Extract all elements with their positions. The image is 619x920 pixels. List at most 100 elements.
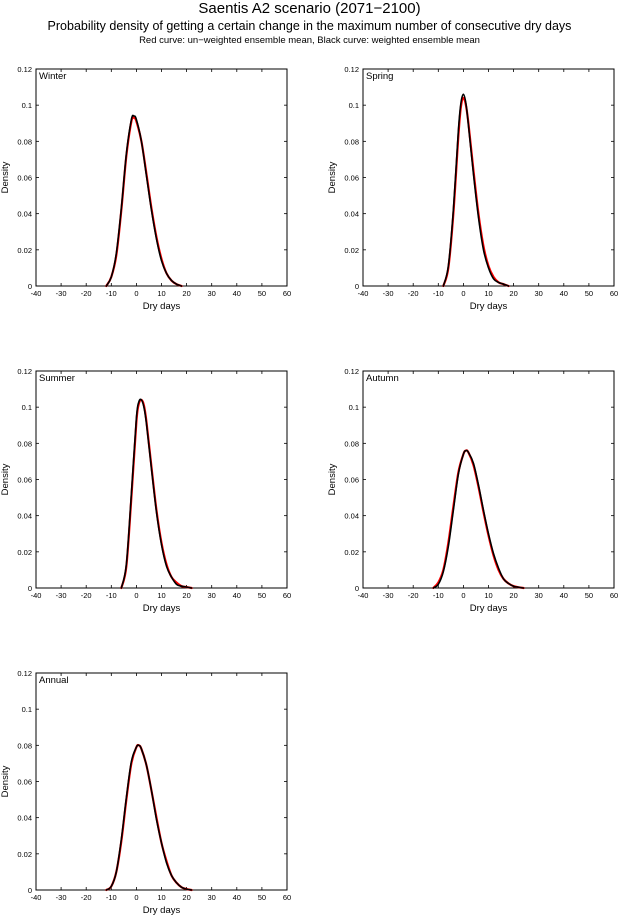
x-tick-label: -20 <box>81 893 92 902</box>
x-tick-label: 60 <box>283 289 291 298</box>
x-tick-label: -10 <box>106 591 117 600</box>
x-tick-label: -30 <box>383 591 394 600</box>
x-tick-label: 0 <box>134 591 138 600</box>
figure-title: Saentis A2 scenario (2071−2100) <box>198 0 421 17</box>
y-tick-label: 0.08 <box>344 439 359 448</box>
y-tick-label: 0.1 <box>22 403 32 412</box>
chart-panel-autumn: -40 -30 -20 -10 0 10 20 30 40 50 60 0 0.02 0.04 0.06 0.… <box>327 367 618 614</box>
y-tick-label: 0.12 <box>17 367 32 376</box>
x-tick-label: -30 <box>56 591 67 600</box>
x-axis-label: Dry days <box>143 301 181 312</box>
x-tick-label: 10 <box>157 893 165 902</box>
x-tick-label: -10 <box>433 289 444 298</box>
x-axis-label: Dry days <box>470 301 508 312</box>
x-tick-label: 30 <box>208 591 216 600</box>
y-axis-label: Density <box>0 765 11 797</box>
x-tick-label: 60 <box>610 591 618 600</box>
weighted-density-curve <box>105 744 193 891</box>
weighted-density-curve <box>432 449 525 589</box>
plot-frame <box>35 672 288 891</box>
panel-label-summer: Summer <box>39 373 75 384</box>
y-tick-label: 0.04 <box>344 512 359 521</box>
x-tick-label: 60 <box>610 289 618 298</box>
chart-panel-annual: -40 -30 -20 -10 0 10 20 30 40 50 60 0 0.02 0.04 0.06 0.… <box>0 669 291 916</box>
y-tick-label: 0.04 <box>17 814 32 823</box>
x-tick-label: 40 <box>233 289 241 298</box>
y-axis-label: Density <box>0 463 11 495</box>
y-tick-label: 0 <box>355 282 359 291</box>
y-tick-label: 0.02 <box>17 548 32 557</box>
y-tick-label: 0.08 <box>17 741 32 750</box>
x-tick-label: -20 <box>408 591 419 600</box>
y-tick-label: 0 <box>355 584 359 593</box>
x-tick-label: -10 <box>106 893 117 902</box>
y-axis-label: Density <box>327 161 338 193</box>
x-tick-label: 20 <box>182 289 190 298</box>
x-tick-label: 50 <box>258 893 266 902</box>
x-tick-label: 0 <box>461 591 465 600</box>
x-tick-label: -30 <box>383 289 394 298</box>
y-tick-label: 0.04 <box>17 210 32 219</box>
x-tick-label: 30 <box>208 289 216 298</box>
y-tick-label: 0 <box>28 282 32 291</box>
y-tick-label: 0.06 <box>17 778 32 787</box>
x-tick-label: 40 <box>560 289 568 298</box>
x-tick-label: -40 <box>31 893 42 902</box>
x-tick-label: -20 <box>408 289 419 298</box>
y-tick-label: 0.12 <box>344 367 359 376</box>
x-tick-label: 20 <box>182 893 190 902</box>
x-tick-label: 40 <box>233 591 241 600</box>
weighted-density-curve <box>120 398 193 589</box>
unweighted-density-curve <box>432 449 525 590</box>
y-tick-label: 0.04 <box>344 210 359 219</box>
y-axis-label: Density <box>327 463 338 495</box>
plot-frame <box>362 370 615 589</box>
chart-panel-winter: -40 -30 -20 -10 0 10 20 30 40 50 60 0 0.02 0.04 0.06 0.… <box>0 65 291 312</box>
x-tick-label: 30 <box>535 591 543 600</box>
x-tick-label: 10 <box>157 289 165 298</box>
chart-panel-spring: -40 -30 -20 -10 0 10 20 30 40 50 60 0 0.02 0.04 0.06 0.… <box>327 65 618 312</box>
panel-label-autumn: Autumn <box>366 373 399 384</box>
x-tick-label: 30 <box>535 289 543 298</box>
y-tick-label: 0.12 <box>344 65 359 74</box>
x-tick-label: -40 <box>31 591 42 600</box>
unweighted-density-curve <box>105 116 183 288</box>
x-tick-label: 40 <box>560 591 568 600</box>
y-tick-label: 0.1 <box>22 101 32 110</box>
x-tick-label: 60 <box>283 893 291 902</box>
y-axis-label: Density <box>0 161 11 193</box>
x-tick-label: 20 <box>182 591 190 600</box>
x-tick-label: 50 <box>258 591 266 600</box>
x-tick-label: -40 <box>358 289 369 298</box>
x-tick-label: 60 <box>283 591 291 600</box>
x-tick-label: -10 <box>433 591 444 600</box>
x-tick-label: 10 <box>484 289 492 298</box>
y-tick-label: 0.1 <box>349 403 359 412</box>
y-tick-label: 0.04 <box>17 512 32 521</box>
x-axis-label: Dry days <box>470 603 508 614</box>
y-tick-label: 0.1 <box>349 101 359 110</box>
panel-label-annual: Annual <box>39 675 69 686</box>
x-tick-label: -10 <box>106 289 117 298</box>
y-tick-label: 0 <box>28 886 32 895</box>
chart-panel-summer: -40 -30 -20 -10 0 10 20 30 40 50 60 0 0.02 0.04 0.06 0.… <box>0 367 291 614</box>
plot-frame <box>35 370 288 589</box>
y-tick-label: 0.08 <box>17 439 32 448</box>
weighted-density-curve <box>105 114 183 287</box>
y-tick-label: 0.02 <box>344 548 359 557</box>
y-tick-label: 0.1 <box>22 705 32 714</box>
y-tick-label: 0.12 <box>17 669 32 678</box>
x-tick-label: 50 <box>258 289 266 298</box>
x-tick-label: 30 <box>208 893 216 902</box>
x-tick-label: 20 <box>509 591 517 600</box>
x-tick-label: 20 <box>509 289 517 298</box>
y-tick-label: 0.08 <box>17 137 32 146</box>
x-axis-label: Dry days <box>143 905 181 916</box>
x-tick-label: -30 <box>56 893 67 902</box>
weighted-density-curve <box>442 93 510 287</box>
x-tick-label: 50 <box>585 591 593 600</box>
y-tick-label: 0.02 <box>17 246 32 255</box>
y-tick-label: 0.06 <box>344 174 359 183</box>
y-tick-label: 0.06 <box>17 476 32 485</box>
